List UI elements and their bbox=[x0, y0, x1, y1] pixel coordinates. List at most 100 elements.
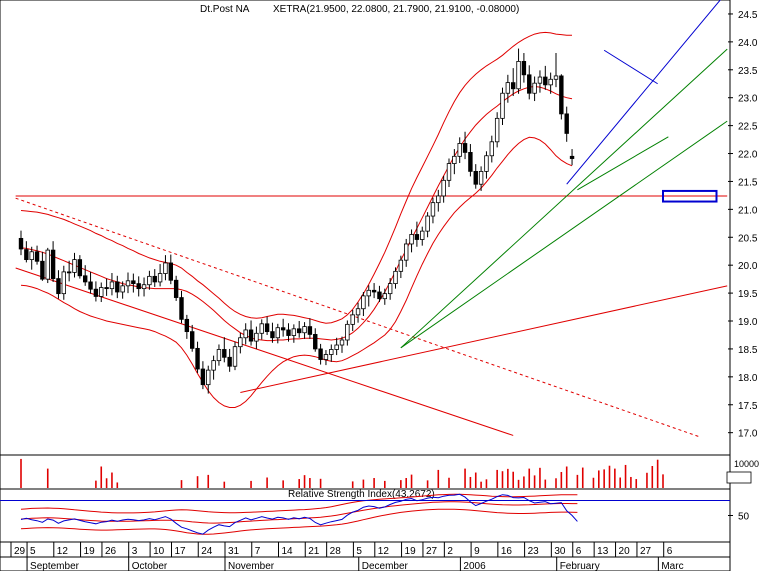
candle bbox=[40, 251, 45, 281]
candle-body bbox=[564, 113, 569, 134]
day-label: 12 bbox=[378, 546, 390, 557]
candle-body bbox=[334, 344, 339, 350]
candle-body bbox=[559, 75, 564, 115]
candle bbox=[318, 343, 323, 365]
candle bbox=[83, 265, 88, 286]
candle-body bbox=[280, 327, 286, 331]
candle bbox=[163, 255, 168, 281]
candle bbox=[93, 281, 99, 302]
candle-body bbox=[275, 327, 280, 339]
candle bbox=[489, 135, 494, 163]
trendlines bbox=[15, 0, 728, 438]
candle bbox=[88, 271, 93, 294]
candle bbox=[264, 316, 270, 335]
day-label: 13 bbox=[597, 546, 609, 557]
candle-body bbox=[339, 339, 345, 346]
price-tick-label: 23.0 bbox=[738, 94, 758, 105]
candle-body bbox=[537, 76, 543, 84]
candle bbox=[29, 246, 34, 270]
candle-body bbox=[366, 289, 371, 297]
day-label: 5 bbox=[356, 546, 362, 557]
candle-body bbox=[99, 287, 104, 297]
candle-body bbox=[420, 230, 425, 240]
day-label: 31 bbox=[228, 546, 240, 557]
candle-body bbox=[120, 285, 125, 293]
candle bbox=[243, 323, 248, 345]
candle bbox=[329, 344, 334, 362]
candle bbox=[484, 151, 489, 179]
chart-subtitle: XETRA(21.9500, 22.0800, 21.7900, 21.9100… bbox=[273, 4, 519, 15]
candle-body bbox=[425, 215, 430, 232]
candle bbox=[436, 189, 441, 212]
candle-body bbox=[345, 323, 350, 341]
price-tick-label: 20.5 bbox=[738, 233, 758, 244]
candle bbox=[420, 226, 425, 246]
bollinger-upper-line bbox=[20, 31, 572, 324]
candle bbox=[355, 302, 361, 323]
candle bbox=[56, 270, 61, 299]
volume-axis: 10000 bbox=[726, 459, 759, 484]
candle bbox=[403, 238, 409, 267]
candle bbox=[371, 283, 377, 299]
candle bbox=[120, 281, 125, 299]
candle bbox=[99, 282, 104, 303]
candle bbox=[222, 337, 227, 363]
candle-body bbox=[168, 262, 173, 281]
candle-body bbox=[232, 346, 238, 367]
candle bbox=[441, 175, 446, 203]
candle bbox=[382, 288, 387, 305]
volume-tick-label: 10000 bbox=[734, 459, 759, 469]
candle-body bbox=[323, 354, 329, 360]
candle bbox=[104, 278, 109, 296]
price-tick-label: 22.0 bbox=[738, 150, 758, 161]
candle-body bbox=[355, 308, 361, 316]
candle bbox=[50, 241, 56, 282]
target-box bbox=[662, 189, 718, 203]
candle-body bbox=[484, 155, 489, 172]
candle-body bbox=[478, 170, 484, 185]
candle-body bbox=[371, 289, 377, 293]
trendline-6 bbox=[400, 48, 728, 349]
rsi-rsi-line bbox=[20, 493, 578, 535]
trendline-7 bbox=[577, 136, 669, 191]
bollinger-bands bbox=[20, 31, 573, 408]
candle bbox=[425, 212, 430, 238]
candle bbox=[238, 332, 243, 354]
month-label: December bbox=[362, 561, 409, 571]
candle-body bbox=[543, 76, 548, 86]
month-label: November bbox=[228, 561, 275, 571]
price-axis: 17.0 17.5 18.0 18.5 19.0 19.5 20.0 20.5 21.0 21.5… bbox=[728, 10, 758, 440]
target-box-layer bbox=[662, 189, 718, 203]
candle bbox=[564, 106, 569, 142]
candle bbox=[527, 65, 532, 100]
day-label: 2 bbox=[447, 546, 453, 557]
day-label: 5 bbox=[30, 546, 36, 557]
day-label: 19 bbox=[84, 546, 96, 557]
price-tick-label: 18.0 bbox=[738, 373, 758, 384]
candle-body bbox=[569, 155, 575, 159]
candle bbox=[387, 278, 393, 300]
candle bbox=[548, 72, 553, 94]
candle bbox=[398, 255, 404, 279]
candle-body bbox=[24, 249, 29, 261]
candle bbox=[227, 348, 232, 372]
rsi-tick-label: 50 bbox=[738, 512, 750, 523]
candle bbox=[452, 149, 457, 175]
day-label: 28 bbox=[330, 546, 342, 557]
candle bbox=[131, 273, 136, 293]
candle bbox=[409, 229, 414, 253]
price-tick-label: 22.5 bbox=[738, 122, 758, 133]
price-tick-label: 24.5 bbox=[738, 10, 758, 21]
candle bbox=[323, 350, 329, 366]
candle-body bbox=[104, 287, 109, 290]
candle-body bbox=[189, 331, 195, 349]
candle bbox=[216, 344, 222, 366]
price-panel: 17.0 17.5 18.0 18.5 19.0 19.5 20.0 20.5 21.0 21.5… bbox=[0, 0, 758, 456]
candle-body bbox=[254, 332, 259, 342]
candle bbox=[521, 53, 527, 83]
candle-body bbox=[29, 251, 34, 261]
candle-body bbox=[291, 328, 297, 336]
candle bbox=[313, 328, 318, 352]
candle bbox=[115, 275, 120, 299]
candle-body bbox=[500, 92, 505, 119]
